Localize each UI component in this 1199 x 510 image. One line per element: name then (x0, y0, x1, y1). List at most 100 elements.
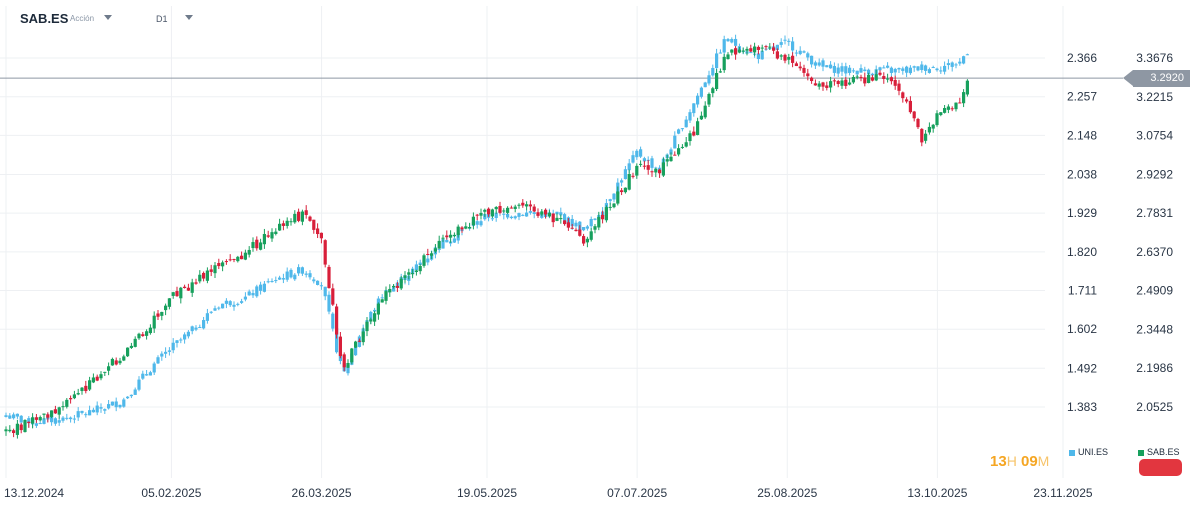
uni-candle-body (205, 313, 209, 321)
sab-candle-body (160, 311, 164, 316)
sab-candle-body (665, 159, 669, 162)
sab-candle-body (449, 234, 453, 238)
uni-candle-body (392, 286, 396, 292)
sab-candle-body (578, 229, 582, 236)
sab-candle-body (148, 327, 152, 334)
sab-candle-body (430, 253, 434, 256)
sab-candle-body (699, 115, 703, 120)
sab-candle-body (126, 347, 130, 357)
sab-candle-body (441, 237, 445, 239)
sab-candle-body (186, 287, 190, 291)
x-axis-tick-label: 19.05.2025 (457, 486, 517, 500)
sab-candle-body (194, 282, 198, 284)
uni-candle-body (441, 239, 445, 249)
uni-candle-body (198, 327, 202, 329)
legend-item-uni[interactable]: UNI.ES (1069, 447, 1108, 457)
uni-candle-body (490, 218, 494, 220)
uni-candle-body (756, 53, 760, 60)
sab-candle-body (293, 213, 297, 223)
uni-candle-body (639, 149, 643, 157)
uni-candle-body (129, 394, 133, 397)
uni-candle-body (509, 216, 513, 219)
uni-candle-body (631, 155, 635, 163)
sab-candle-body (300, 211, 304, 222)
symbol-label[interactable]: SAB.ES (20, 11, 69, 26)
timeframe-label[interactable]: D1 (156, 14, 168, 24)
timer-hours: 13 (990, 453, 1007, 470)
symbol-dropdown-chevron-icon[interactable] (104, 15, 112, 20)
x-axis-tick-label: 25.08.2025 (757, 486, 817, 500)
sab-candle-body (183, 286, 187, 288)
sab-candle-body (688, 133, 692, 142)
uni-candle-body (589, 218, 593, 227)
uni-candle-body (749, 52, 753, 54)
legend-item-sab[interactable]: SAB.ES (1138, 447, 1180, 457)
uni-candle-body (612, 193, 616, 200)
uni-candle-body (475, 221, 479, 225)
uni-candle-body (912, 66, 916, 68)
uni-candle-body (236, 303, 240, 305)
sab-candle-body (650, 171, 654, 173)
sab-candle-body (403, 275, 407, 278)
uni-candle-body (889, 67, 893, 73)
uni-candle-body (61, 417, 65, 421)
sab-candle-body (129, 345, 133, 348)
sab-candle-body (490, 209, 494, 217)
uni-candle-body (836, 67, 840, 74)
sab-candle-body (80, 387, 84, 392)
sab-candle-body (308, 216, 312, 221)
sab-candle-body (878, 72, 882, 75)
uni-candle-body (183, 334, 187, 340)
sab-candle-body (228, 259, 232, 261)
uni-candle-body (798, 50, 802, 55)
right-axis-tick-label: 3.0754 (1136, 129, 1173, 143)
uni-candle-body (715, 53, 719, 69)
sab-candle-body (893, 79, 897, 86)
sab-candle-body (703, 105, 707, 118)
right-axis-tick-label: 2.1986 (1136, 361, 1173, 375)
sab-candle-body (395, 285, 399, 288)
uni-candle-body (304, 273, 308, 275)
uni-candle-body (521, 214, 525, 216)
uni-candle-body (943, 65, 947, 72)
sab-candle-body (392, 285, 396, 288)
sab-candle-body (753, 46, 757, 53)
sab-candle-body (870, 77, 874, 81)
uni-candle-body (251, 293, 255, 296)
alert-badge[interactable] (1139, 459, 1182, 476)
uni-candle-body (563, 214, 567, 223)
uni-candle-body (57, 420, 61, 423)
uni-candle-body (148, 372, 152, 376)
sab-candle-body (791, 55, 795, 63)
sab-candle-body (863, 77, 867, 84)
sab-candle-body (262, 233, 266, 245)
uni-candle-body (437, 248, 441, 250)
uni-candle-body (418, 262, 422, 266)
left-axis: 2.366 2.257 2.148 2.038 1.929 1.820 1.711 1.602… (1067, 51, 1097, 414)
sab-candle-body (224, 261, 228, 263)
sab-candle-body (840, 80, 844, 86)
sab-candle-body (72, 394, 76, 399)
uni-candle-body (414, 264, 418, 271)
sab-candle-body (19, 424, 23, 431)
x-axis-tick-label: 07.07.2025 (607, 486, 667, 500)
sab-candle-body (696, 121, 700, 135)
uni-candle-body (684, 119, 688, 128)
uni-candle-body (156, 357, 160, 364)
sab-candle-body (145, 331, 149, 336)
sab-candle-body (65, 399, 69, 407)
uni-candle-body (734, 38, 738, 46)
uni-candle-body (779, 42, 783, 45)
uni-candle-body (202, 320, 206, 329)
sab-candle-body (34, 417, 38, 420)
uni-candle-body (722, 39, 726, 53)
uni-candle-body (783, 39, 787, 41)
uni-candle-body (99, 407, 103, 409)
uni-candle-body (935, 68, 939, 71)
uni-candle-body (726, 39, 730, 42)
timeframe-dropdown-chevron-icon[interactable] (185, 15, 193, 20)
sab-candle-body (946, 106, 950, 110)
uni-candle-body (194, 327, 198, 330)
uni-candle-body (787, 40, 791, 42)
